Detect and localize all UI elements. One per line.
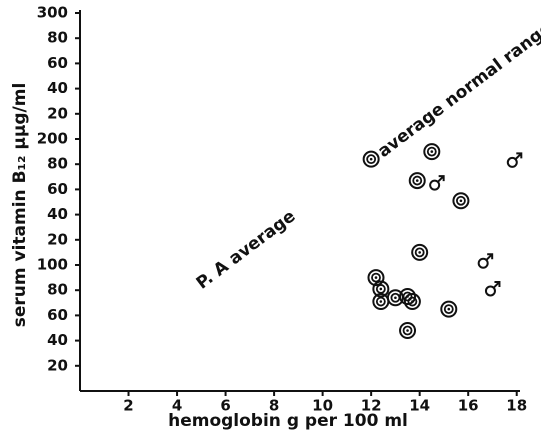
point-inner (412, 175, 423, 186)
y-tick-label: 40 (47, 331, 68, 349)
point-inner (375, 284, 386, 294)
y-tick-label: 300 (37, 4, 68, 22)
point-outer (367, 269, 385, 287)
point (362, 150, 380, 168)
point-inner (443, 304, 454, 315)
point (452, 192, 470, 210)
point-inner (426, 146, 437, 157)
point (403, 293, 421, 311)
point (440, 300, 458, 318)
point-outer (362, 150, 380, 168)
annotation: P. A average (193, 206, 300, 293)
male-marker (477, 253, 494, 269)
y-tick-label: 80 (47, 281, 68, 299)
point-dot (379, 287, 383, 291)
point-outer (399, 322, 417, 340)
x-tick-label: 12 (361, 397, 382, 415)
point-inner (402, 325, 413, 336)
point-outer (408, 172, 426, 190)
point-dot (459, 199, 463, 203)
male-ring (506, 156, 518, 168)
male-marker (484, 280, 501, 297)
point (367, 269, 385, 287)
point-dot (415, 179, 419, 182)
y-axis-label: serum vitamin B₁₂ μμg/ml (10, 83, 30, 328)
point-dot (411, 300, 414, 303)
point-inner (371, 272, 381, 283)
y-tick-label: 100 (37, 256, 68, 274)
x-tick-label: 10 (312, 397, 333, 415)
point (411, 243, 429, 261)
x-tick-label: 16 (458, 397, 479, 415)
y-tick-label: 20 (47, 104, 68, 122)
point-dot (406, 329, 409, 332)
point-inner (456, 195, 466, 206)
point-inner (414, 247, 425, 258)
point-dot (430, 150, 434, 153)
male-ring (429, 179, 441, 191)
point-outer (399, 288, 417, 305)
point-outer (372, 280, 390, 298)
male-arrow (492, 280, 501, 289)
point-dot (418, 251, 421, 254)
x-tick-label: 4 (172, 397, 182, 415)
point-inner (366, 154, 377, 165)
point-inner (375, 296, 386, 307)
male-marker (506, 152, 523, 168)
y-tick-label: 80 (47, 29, 68, 47)
x-tick-label: 2 (123, 397, 133, 415)
y-tick-label: 60 (47, 306, 68, 324)
male-arrow (436, 175, 445, 183)
male-marker (429, 175, 445, 191)
point-outer (403, 293, 421, 311)
point-dot (379, 300, 383, 303)
y-tick-label: 20 (47, 356, 68, 374)
y-tick-label: 20 (47, 230, 68, 248)
x-tick-label: 6 (220, 397, 230, 415)
point-inner (402, 291, 413, 302)
x-tick-label: 14 (409, 397, 430, 415)
y-tick-label: 40 (47, 79, 68, 97)
point-outer (440, 300, 458, 318)
point (408, 172, 426, 190)
point-outer (452, 192, 470, 210)
annotation: average normal range (374, 18, 541, 162)
point-dot (447, 307, 451, 311)
male-arrow (485, 253, 494, 261)
x-tick-label: 8 (269, 397, 279, 415)
point-dot (369, 157, 373, 161)
point-outer (411, 243, 429, 261)
point-dot (394, 296, 397, 300)
male-ring (484, 285, 496, 297)
x-axis-label: hemoglobin g per 100 ml (168, 411, 408, 431)
point-inner (407, 296, 418, 307)
male-arrow (514, 152, 523, 161)
y-tick-label: 80 (47, 155, 68, 173)
x-tick-label: 18 (506, 397, 527, 415)
y-tick-label: 60 (47, 54, 68, 72)
point (399, 322, 417, 340)
point (423, 143, 441, 161)
male-ring (477, 257, 489, 269)
y-tick-label: 40 (47, 205, 68, 223)
y-tick-label: 60 (47, 180, 68, 198)
point-dot (374, 276, 378, 279)
y-tick-label: 200 (37, 130, 68, 148)
point (372, 280, 390, 298)
point-outer (423, 143, 441, 161)
